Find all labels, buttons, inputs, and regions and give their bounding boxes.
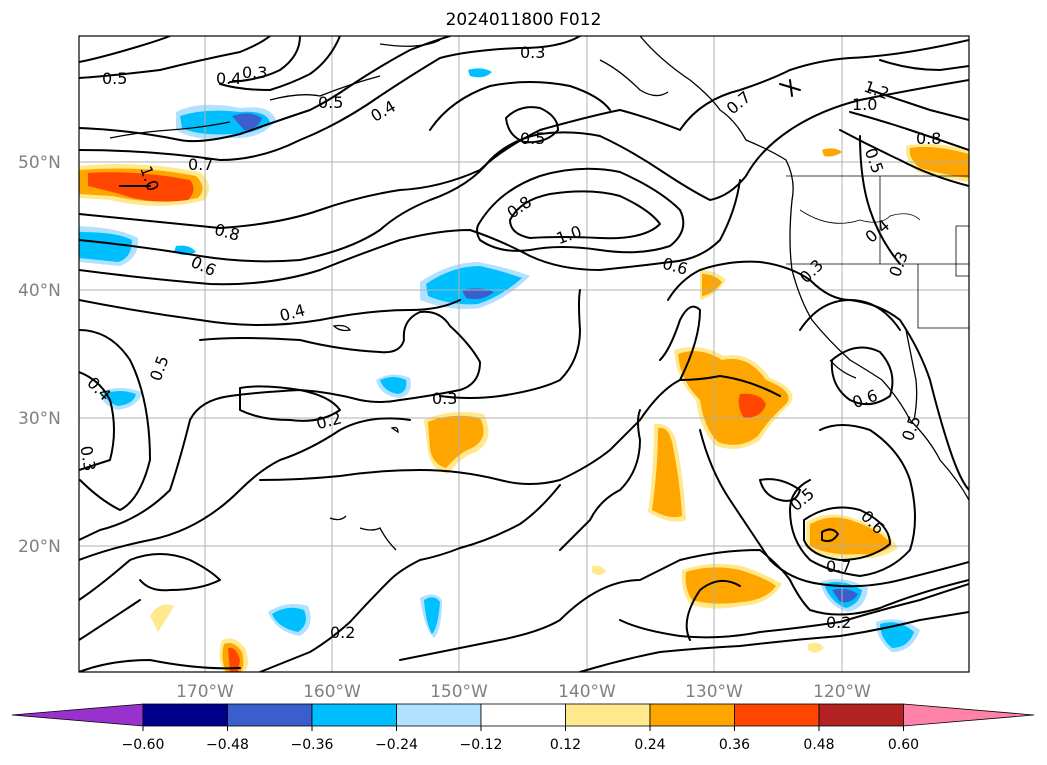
lon-label: 120°W bbox=[813, 682, 871, 702]
contour-label: 1.0 bbox=[852, 95, 877, 114]
contour-label: 0.2 bbox=[330, 623, 355, 642]
colorbar-swatch bbox=[311, 703, 397, 727]
colorbar-ticks bbox=[142, 726, 904, 731]
contour-label: 0.7 bbox=[826, 557, 851, 576]
colorbar-swatch bbox=[480, 703, 566, 727]
colorbar-labels: −0.60 −0.48 −0.36 −0.24 −0.12 0.12 0.24 … bbox=[122, 737, 920, 753]
colorbar-label: 0.24 bbox=[634, 737, 665, 753]
colorbar-swatch bbox=[227, 703, 313, 727]
contour-label: 0.5 bbox=[318, 93, 343, 112]
lat-label: 20°N bbox=[18, 537, 61, 557]
contour-label: 0.8 bbox=[916, 129, 941, 148]
contour-label: 0.3 bbox=[520, 43, 545, 62]
colorbar-label: −0.12 bbox=[460, 737, 503, 753]
colorbar-swatch bbox=[142, 703, 228, 727]
colorbar-swatch bbox=[734, 703, 820, 727]
colorbar-swatch bbox=[565, 703, 651, 727]
shading-layer bbox=[79, 68, 969, 672]
lon-label: 150°W bbox=[430, 682, 488, 702]
colorbar-label: 0.60 bbox=[888, 737, 919, 753]
colorbar-swatch bbox=[903, 703, 1035, 727]
contour-label: 0.7 bbox=[188, 155, 213, 174]
colorbar bbox=[11, 703, 1035, 727]
contour-label: 0.3 bbox=[242, 63, 267, 82]
colorbar-label: 0.48 bbox=[803, 737, 834, 753]
colorbar-label: −0.48 bbox=[206, 737, 249, 753]
longitude-labels: 170°W 160°W 150°W 140°W 130°W 120°W bbox=[176, 682, 871, 702]
map-content: 0.5 0.4 0.3 0.5 0.4 0.3 0.5 0.7 1.2 1.0 … bbox=[76, 36, 969, 672]
contour-label: 0.5 bbox=[102, 69, 127, 88]
contour-label: 0.2 bbox=[826, 613, 851, 632]
colorbar-label: 0.12 bbox=[550, 737, 581, 753]
lat-label: 30°N bbox=[18, 409, 61, 429]
colorbar-label: −0.36 bbox=[291, 737, 334, 753]
lon-label: 130°W bbox=[685, 682, 743, 702]
contour-label: 0.3 bbox=[76, 444, 99, 472]
lat-label: 40°N bbox=[18, 281, 61, 301]
lon-label: 170°W bbox=[176, 682, 234, 702]
contour-label: 0.5 bbox=[520, 129, 545, 148]
map-frame bbox=[78, 35, 970, 673]
colorbar-swatch bbox=[818, 703, 904, 727]
colorbar-swatch bbox=[649, 703, 735, 727]
colorbar-label: 0.36 bbox=[719, 737, 750, 753]
colorbar-label: −0.60 bbox=[122, 737, 165, 753]
latitude-labels: 50°N 40°N 30°N 20°N bbox=[18, 153, 61, 557]
map-title: 2024011800 F012 bbox=[445, 10, 602, 30]
lon-label: 140°W bbox=[558, 682, 616, 702]
contour-label: 0.4 bbox=[216, 69, 241, 88]
contour-label: 0.3 bbox=[432, 389, 457, 408]
colorbar-swatch bbox=[11, 703, 144, 727]
contour-lines bbox=[79, 36, 969, 672]
lat-label: 50°N bbox=[18, 153, 61, 173]
colorbar-swatch bbox=[396, 703, 482, 727]
lon-label: 160°W bbox=[303, 682, 361, 702]
colorbar-label: −0.24 bbox=[375, 737, 418, 753]
